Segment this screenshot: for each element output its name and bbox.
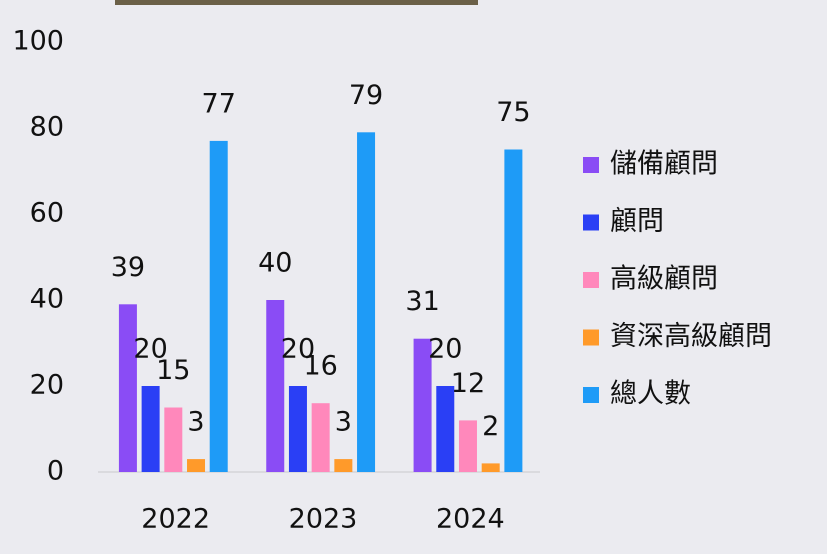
value-label: 40 xyxy=(258,248,292,279)
value-label: 31 xyxy=(405,286,439,317)
bar xyxy=(312,403,330,472)
bar xyxy=(289,386,307,472)
bar xyxy=(504,150,522,473)
value-label: 2 xyxy=(482,411,499,442)
bar xyxy=(459,420,477,472)
legend-swatch xyxy=(583,272,599,288)
legend-label: 高級顧問 xyxy=(610,264,718,295)
value-label: 16 xyxy=(303,351,337,382)
x-tick-label: 2024 xyxy=(436,504,505,535)
legend-label: 儲備顧問 xyxy=(610,149,718,180)
value-label: 77 xyxy=(202,88,236,119)
value-label: 3 xyxy=(335,407,352,438)
value-label: 79 xyxy=(349,80,383,111)
cropped-image xyxy=(115,0,478,5)
y-tick-label: 60 xyxy=(30,198,64,229)
bar xyxy=(482,463,500,472)
y-tick-label: 100 xyxy=(12,26,64,57)
x-tick-label: 2022 xyxy=(141,504,210,535)
legend-swatch xyxy=(583,215,599,231)
value-label: 20 xyxy=(428,334,462,365)
legend-label: 資深高級顧問 xyxy=(610,321,772,352)
legend-swatch xyxy=(583,157,599,173)
value-label: 39 xyxy=(111,252,145,283)
y-tick-label: 80 xyxy=(30,112,64,143)
page: 0204060801002022392015377202340201637920… xyxy=(0,0,827,554)
bar xyxy=(357,132,375,472)
legend-swatch xyxy=(583,387,599,403)
bar xyxy=(187,459,205,472)
bar xyxy=(266,300,284,472)
legend-swatch xyxy=(583,330,599,346)
chart: 0204060801002022392015377202340201637920… xyxy=(0,0,827,554)
bar xyxy=(164,408,182,473)
value-label: 3 xyxy=(187,407,204,438)
bar xyxy=(210,141,228,472)
x-tick-label: 2023 xyxy=(289,504,358,535)
y-tick-label: 0 xyxy=(47,456,64,487)
legend-label: 顧問 xyxy=(610,206,664,237)
legend-label: 總人數 xyxy=(610,379,691,410)
value-label: 12 xyxy=(451,368,485,399)
value-label: 15 xyxy=(156,355,190,386)
bar xyxy=(334,459,352,472)
value-label: 75 xyxy=(496,97,530,128)
bar xyxy=(142,386,160,472)
bar xyxy=(119,304,137,472)
y-tick-label: 40 xyxy=(30,284,64,315)
y-tick-label: 20 xyxy=(30,370,64,401)
